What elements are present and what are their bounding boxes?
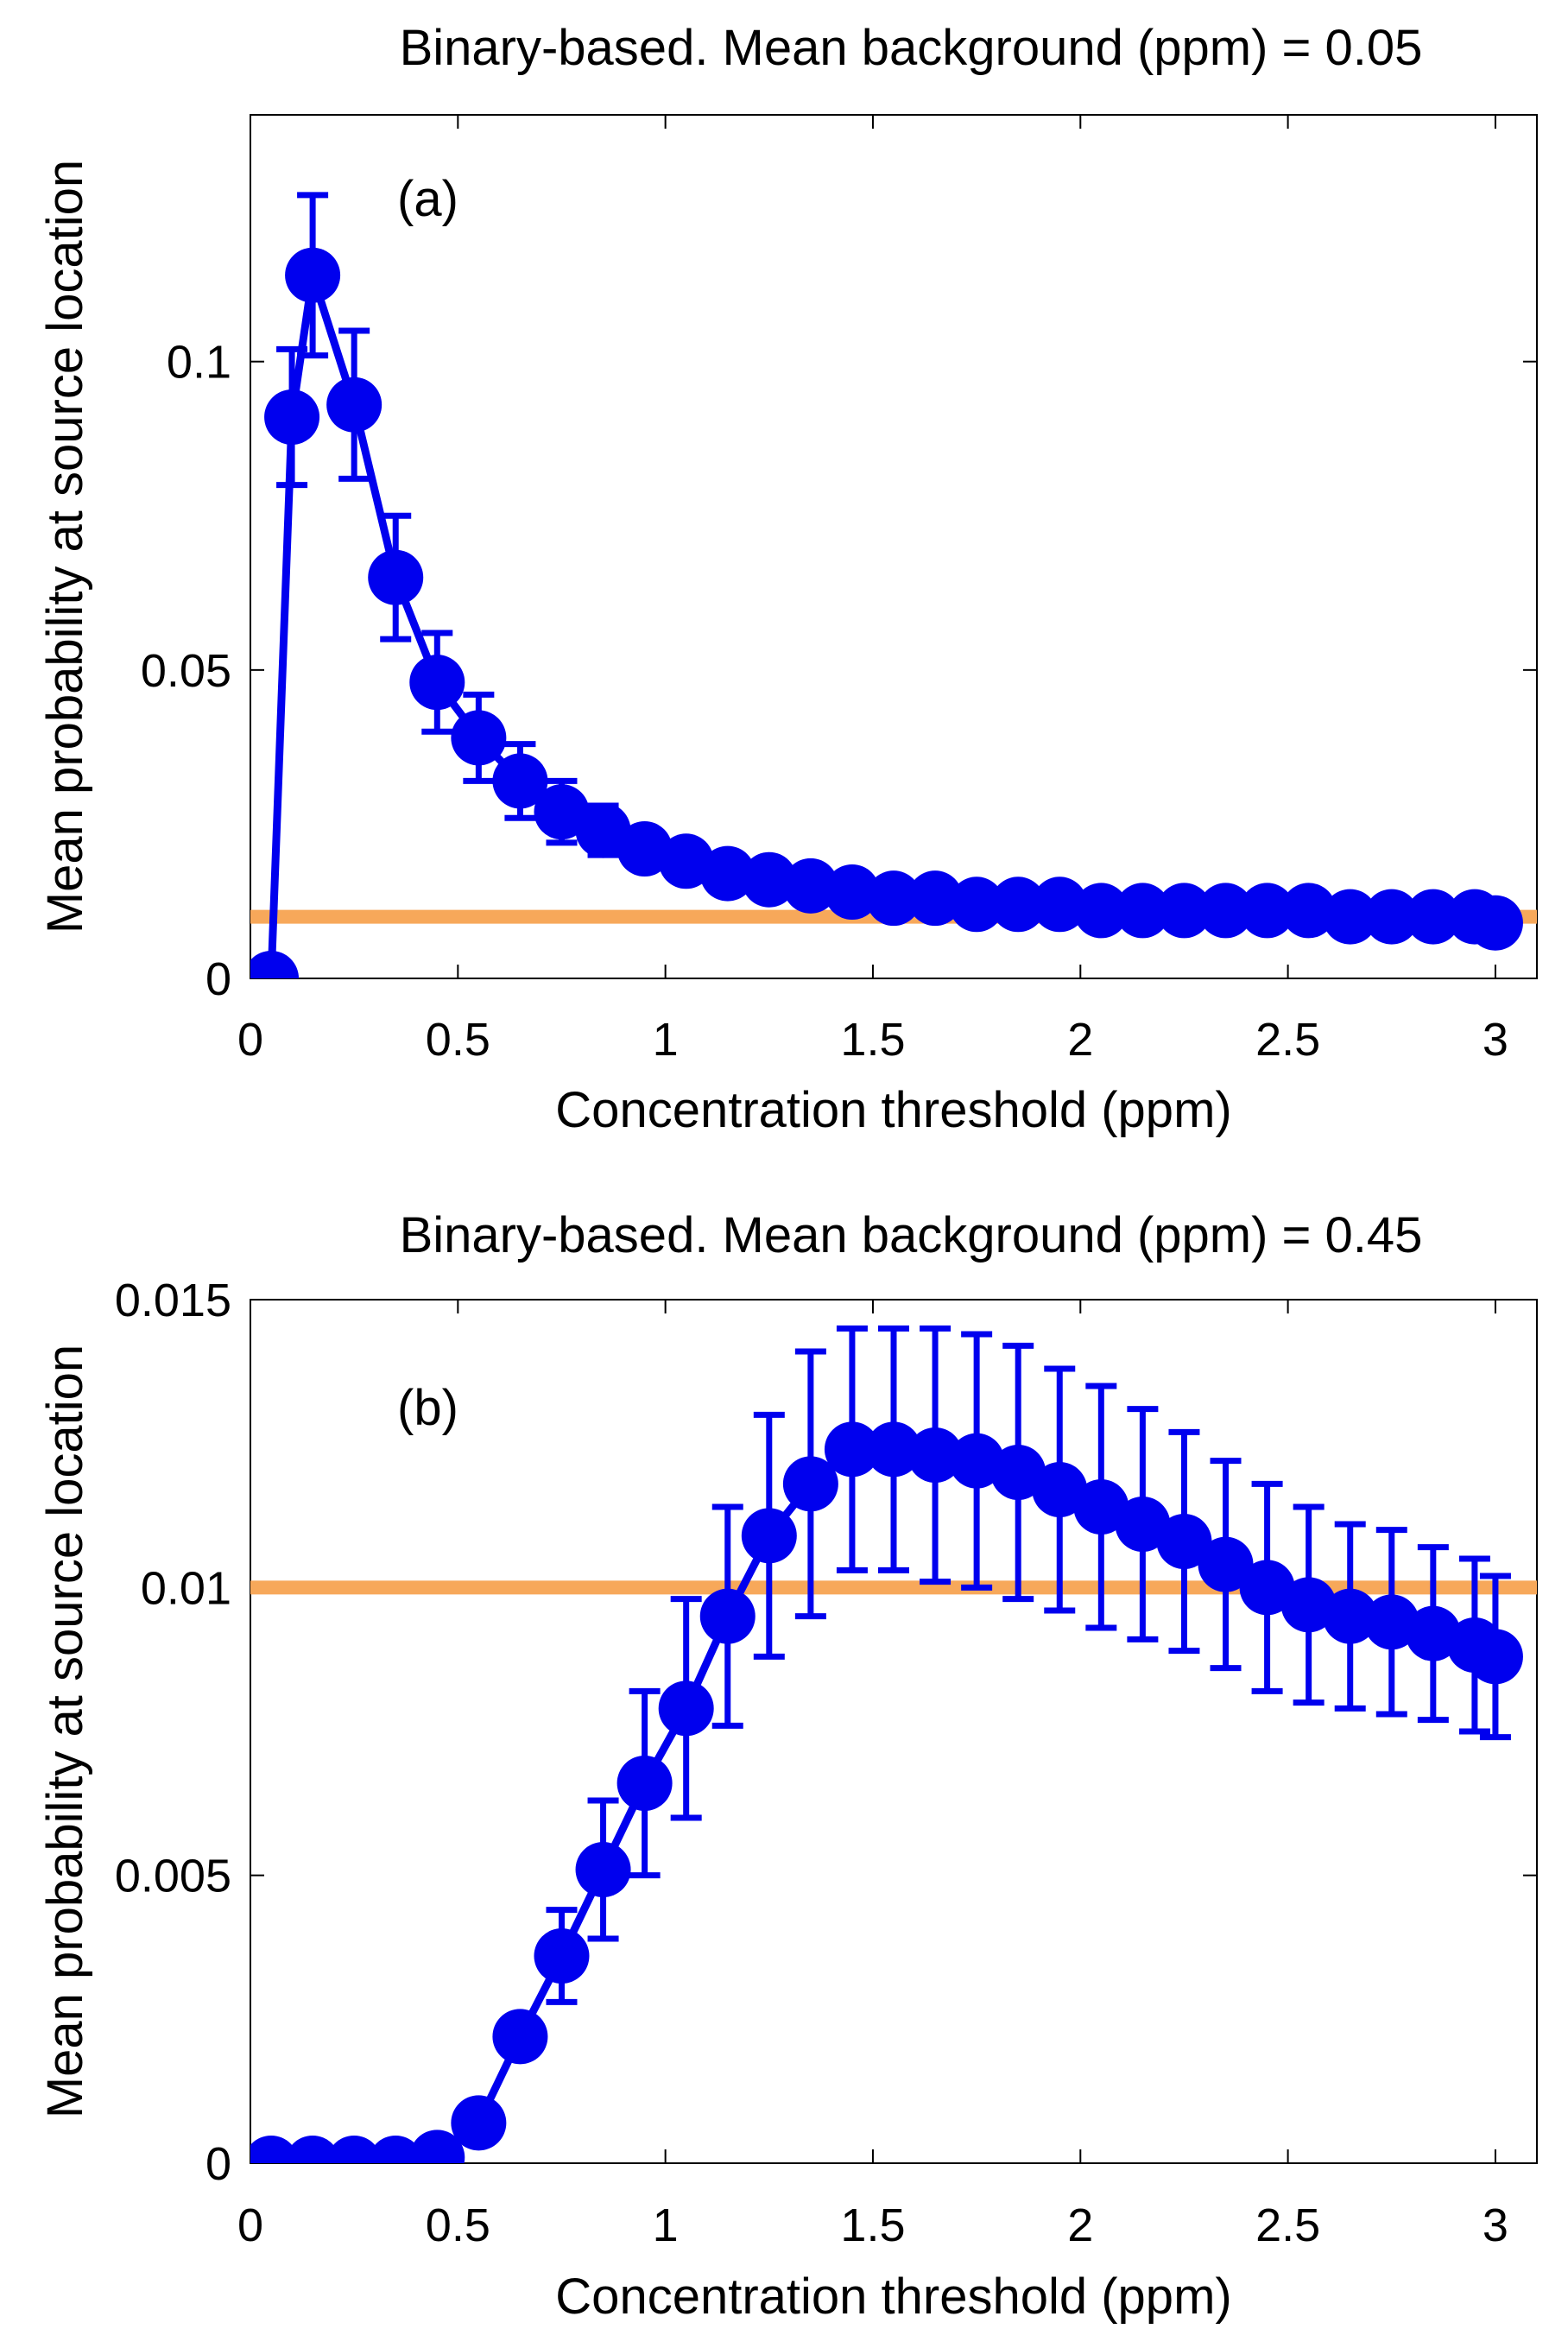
x-tick-label: 0 — [237, 1014, 263, 1066]
data-point — [907, 1427, 964, 1483]
x-axis-label: Concentration threshold (ppm) — [555, 2269, 1231, 2325]
y-axis-label: Mean probability at source location — [37, 160, 93, 934]
axes-box — [250, 114, 1538, 979]
y-axis-label: Mean probability at source location — [37, 1345, 93, 2118]
data-point — [782, 1456, 838, 1512]
data-point — [451, 2095, 507, 2151]
data-point — [1280, 883, 1337, 939]
chart-title: Binary-based. Mean background (ppm) = 0.… — [400, 1207, 1423, 1263]
x-axis-label: Concentration threshold (ppm) — [555, 1082, 1231, 1138]
data-point — [368, 549, 424, 605]
y-tick-label: 0 — [205, 953, 231, 1005]
data-point — [866, 1421, 921, 1478]
data-point — [326, 2136, 383, 2163]
data-point — [409, 655, 465, 711]
data-point — [741, 851, 797, 908]
x-tick-label: 1 — [653, 2199, 679, 2251]
x-tick-label: 2 — [1067, 2199, 1093, 2251]
data-point — [1198, 1536, 1254, 1592]
data-point — [534, 1928, 590, 1984]
x-tick-label: 3 — [1483, 2199, 1508, 2251]
data-point — [1073, 1479, 1129, 1535]
data-point — [1239, 1560, 1295, 1616]
data-point — [1322, 889, 1378, 945]
data-point — [1405, 889, 1461, 945]
data-point — [824, 1421, 880, 1478]
data-point — [1156, 1514, 1212, 1569]
x-tick-label: 2.5 — [1255, 1014, 1320, 1066]
series-line — [271, 1445, 1498, 2163]
data-point — [866, 870, 921, 927]
x-tick-label: 2.5 — [1255, 2199, 1320, 2251]
data-point — [492, 2009, 548, 2065]
x-tick-label: 0.5 — [426, 2199, 490, 2251]
data-point — [368, 2136, 424, 2163]
data-point — [907, 870, 964, 927]
data-point — [1363, 1594, 1419, 1650]
data-point — [741, 1508, 797, 1564]
data-point — [1198, 883, 1254, 939]
data-point — [250, 951, 300, 978]
y-tick-label: 0.1 — [167, 337, 231, 389]
data-point — [1115, 1497, 1171, 1552]
y-tick-label: 0 — [205, 2138, 231, 2190]
x-tick-label: 2 — [1067, 1014, 1093, 1066]
plot-area — [250, 192, 1537, 978]
data-point — [658, 1680, 714, 1737]
panel-b: Binary-based. Mean background (ppm) = 0.… — [37, 1207, 1538, 2325]
data-point — [575, 802, 631, 858]
data-point — [451, 710, 507, 766]
data-point — [1032, 1462, 1088, 1517]
data-point — [699, 845, 756, 902]
data-point — [658, 833, 714, 889]
y-tick-label: 0.05 — [141, 645, 231, 697]
data-point — [1239, 883, 1295, 939]
data-point — [616, 1756, 673, 1811]
data-point — [264, 389, 320, 445]
data-point — [326, 377, 383, 433]
y-tick-label: 0.01 — [141, 1562, 231, 1614]
data-point — [575, 1842, 631, 1897]
data-point — [782, 858, 838, 914]
data-point — [285, 2136, 341, 2163]
data-point — [1156, 883, 1212, 939]
x-tick-label: 0.5 — [426, 1014, 490, 1066]
x-tick-label: 1.5 — [840, 1014, 905, 1066]
data-point — [1115, 883, 1171, 939]
x-tick-label: 1 — [653, 1014, 679, 1066]
data-point — [1467, 895, 1523, 951]
data-point — [949, 877, 1005, 933]
data-point — [990, 1445, 1046, 1500]
data-point — [1467, 1629, 1523, 1685]
data-point — [1280, 1577, 1337, 1633]
x-tick-label: 1.5 — [840, 2199, 905, 2251]
data-point — [949, 1433, 1005, 1489]
panel-label: (a) — [397, 171, 458, 227]
data-point — [616, 821, 673, 877]
data-point — [1322, 1588, 1378, 1644]
plot-area — [250, 1325, 1537, 2163]
data-point — [285, 247, 341, 303]
data-point — [534, 784, 590, 840]
data-point — [492, 753, 548, 809]
panel-label: (b) — [397, 1380, 458, 1436]
data-point — [824, 864, 880, 920]
data-point — [1073, 883, 1129, 939]
chart-title: Binary-based. Mean background (ppm) = 0.… — [400, 20, 1423, 76]
data-point — [409, 2130, 465, 2163]
x-tick-label: 3 — [1483, 1014, 1508, 1066]
data-point — [1032, 877, 1088, 933]
x-tick-label: 0 — [237, 2199, 263, 2251]
data-point — [699, 1588, 756, 1644]
data-point — [1405, 1605, 1461, 1661]
y-tick-label: 0.005 — [115, 1851, 231, 1902]
panel-a: Binary-based. Mean background (ppm) = 0.… — [37, 20, 1538, 1138]
data-point — [990, 877, 1046, 933]
axes-box — [250, 1299, 1538, 2164]
data-point — [1363, 889, 1419, 945]
y-tick-label: 0.015 — [115, 1275, 231, 1326]
